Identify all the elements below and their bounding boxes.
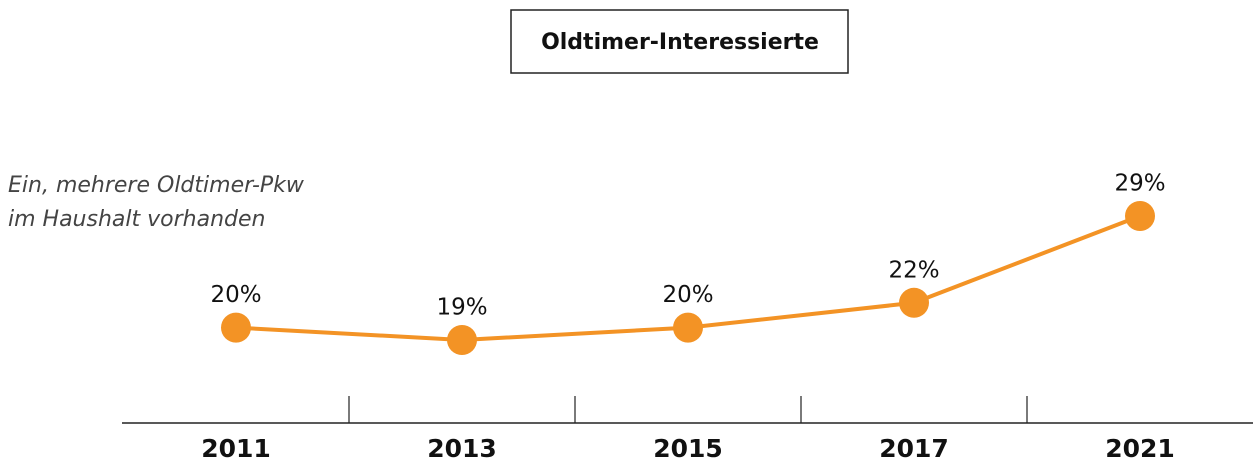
- x-tick-label: 2013: [427, 434, 497, 463]
- value-label: 20%: [662, 282, 713, 308]
- value-label: 20%: [210, 282, 261, 308]
- value-label: 19%: [436, 295, 487, 321]
- x-tick-label: 2017: [879, 434, 949, 463]
- point: [221, 312, 251, 343]
- x-tick-label: 2011: [201, 434, 271, 463]
- value-label: 22%: [888, 257, 939, 283]
- point: [673, 312, 703, 343]
- x-tick-label: 2015: [653, 434, 723, 463]
- value-label: 29%: [1114, 171, 1165, 197]
- point: [899, 287, 929, 318]
- title-box: [510, 9, 849, 74]
- annotation: Ein, mehrere Oldtimer-Pkw: [8, 173, 305, 198]
- chart-title: Oldtimer-Interessierte: [541, 30, 819, 55]
- x-tick-label: 2021: [1105, 434, 1175, 463]
- point: [447, 325, 477, 355]
- point: [1125, 201, 1155, 231]
- annotation: im Haushalt vorhanden: [8, 207, 265, 232]
